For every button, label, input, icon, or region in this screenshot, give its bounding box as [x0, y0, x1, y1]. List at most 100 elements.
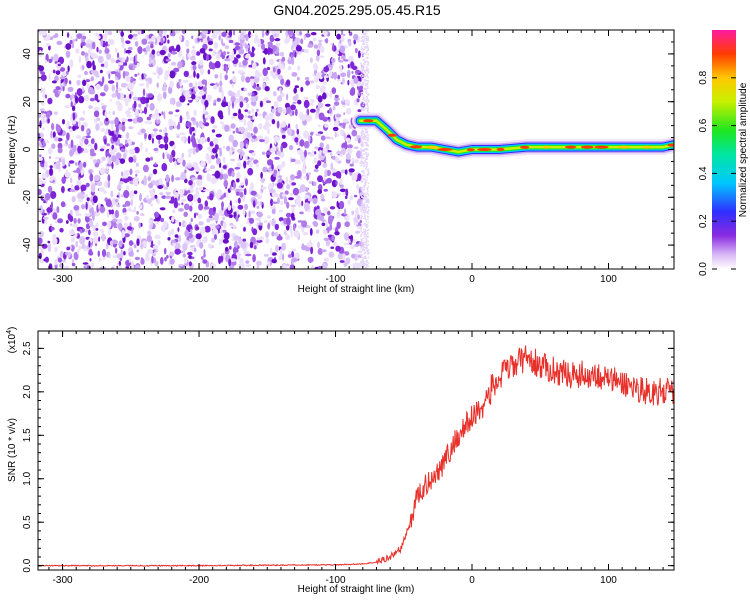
- noise-speck: [71, 117, 77, 125]
- noise-speck: [366, 158, 368, 160]
- noise-speck: [77, 120, 81, 128]
- noise-speck: [189, 126, 193, 135]
- noise-speck: [182, 159, 186, 167]
- noise-speck: [222, 238, 229, 244]
- noise-speck: [318, 112, 325, 121]
- x-tick-label: -300: [53, 274, 73, 285]
- noise-speck: [154, 162, 157, 166]
- noise-speck: [264, 114, 270, 121]
- noise-speck: [299, 139, 305, 147]
- noise-speck: [313, 168, 319, 173]
- noise-speck: [116, 92, 121, 100]
- noise-speck: [41, 243, 48, 249]
- noise-speck: [319, 55, 325, 58]
- noise-speck: [147, 230, 152, 236]
- noise-speck: [161, 86, 167, 92]
- noise-speck: [100, 229, 104, 234]
- noise-speck: [294, 85, 299, 89]
- noise-speck: [41, 30, 48, 36]
- noise-speck: [131, 37, 139, 41]
- noise-speck: [299, 184, 306, 193]
- noise-speck: [328, 251, 335, 258]
- colorbar-tick-label: 0.0: [698, 262, 709, 276]
- noise-speck: [178, 234, 182, 243]
- noise-speck: [103, 84, 109, 92]
- noise-speck: [114, 47, 118, 53]
- noise-speck: [174, 30, 181, 34]
- noise-speck: [367, 193, 370, 195]
- noise-speck: [292, 187, 299, 196]
- noise-speck: [362, 135, 365, 138]
- noise-speck: [180, 87, 184, 93]
- noise-speck: [155, 37, 157, 46]
- noise-speck: [294, 159, 301, 165]
- noise-speck: [365, 51, 368, 54]
- noise-speck: [360, 189, 363, 191]
- noise-speck: [363, 243, 366, 246]
- noise-speck: [178, 208, 184, 212]
- noise-speck: [313, 221, 319, 227]
- noise-speck: [240, 181, 245, 186]
- noise-speck: [97, 55, 104, 64]
- noise-speck: [230, 123, 236, 129]
- noise-speck: [243, 87, 247, 92]
- noise-speck: [363, 198, 365, 200]
- noise-speck: [89, 148, 95, 155]
- noise-speck: [367, 168, 370, 171]
- noise-speck: [173, 200, 179, 209]
- noise-speck: [152, 58, 156, 67]
- noise-speck: [303, 160, 306, 168]
- noise-speck: [72, 125, 76, 131]
- noise-speck: [208, 207, 214, 216]
- noise-speck: [80, 124, 85, 132]
- noise-speck: [192, 64, 197, 71]
- noise-speck: [64, 77, 68, 84]
- noise-speck: [166, 180, 170, 188]
- noise-speck: [40, 71, 46, 75]
- noise-speck: [356, 135, 361, 138]
- noise-speck: [335, 50, 339, 55]
- noise-speck: [47, 244, 52, 252]
- noise-speck: [363, 59, 365, 61]
- noise-speck: [97, 250, 101, 257]
- noise-speck: [100, 158, 103, 164]
- noise-speck: [362, 249, 365, 251]
- noise-speck: [68, 143, 71, 149]
- noise-speck: [218, 86, 223, 93]
- noise-speck: [152, 72, 157, 75]
- noise-speck: [277, 137, 281, 141]
- noise-speck: [72, 112, 76, 121]
- noise-speck: [342, 96, 345, 102]
- noise-speck: [137, 46, 143, 55]
- noise-speck: [44, 59, 48, 64]
- noise-speck: [244, 155, 248, 161]
- noise-speck: [364, 255, 366, 258]
- noise-speck: [245, 143, 248, 149]
- noise-speck: [323, 257, 330, 262]
- noise-speck: [50, 130, 53, 139]
- snr-panel: -300 -200 -100 0 100 0.00.51.01.52.02.5 Heig…: [6, 327, 675, 595]
- noise-speck: [103, 33, 108, 42]
- noise-speck: [190, 201, 193, 206]
- noise-speck: [95, 32, 99, 37]
- noise-speck: [184, 90, 190, 99]
- noise-speck: [279, 123, 286, 128]
- noise-speck: [88, 169, 92, 175]
- noise-speck: [335, 245, 341, 252]
- noise-speck: [134, 73, 138, 77]
- noise-speck: [313, 44, 319, 49]
- noise-speck: [51, 80, 57, 84]
- noise-speck: [202, 114, 205, 120]
- snr-multiplier: (x104): [6, 327, 18, 354]
- noise-speck: [272, 201, 278, 204]
- noise-speck: [285, 106, 291, 114]
- noise-speck: [343, 208, 347, 216]
- noise-speck: [145, 81, 149, 89]
- noise-speck: [89, 97, 95, 102]
- noise-speck: [207, 137, 210, 143]
- noise-speck: [303, 96, 309, 100]
- noise-speck: [325, 103, 331, 107]
- noise-speck: [304, 76, 310, 81]
- noise-speck: [115, 126, 119, 134]
